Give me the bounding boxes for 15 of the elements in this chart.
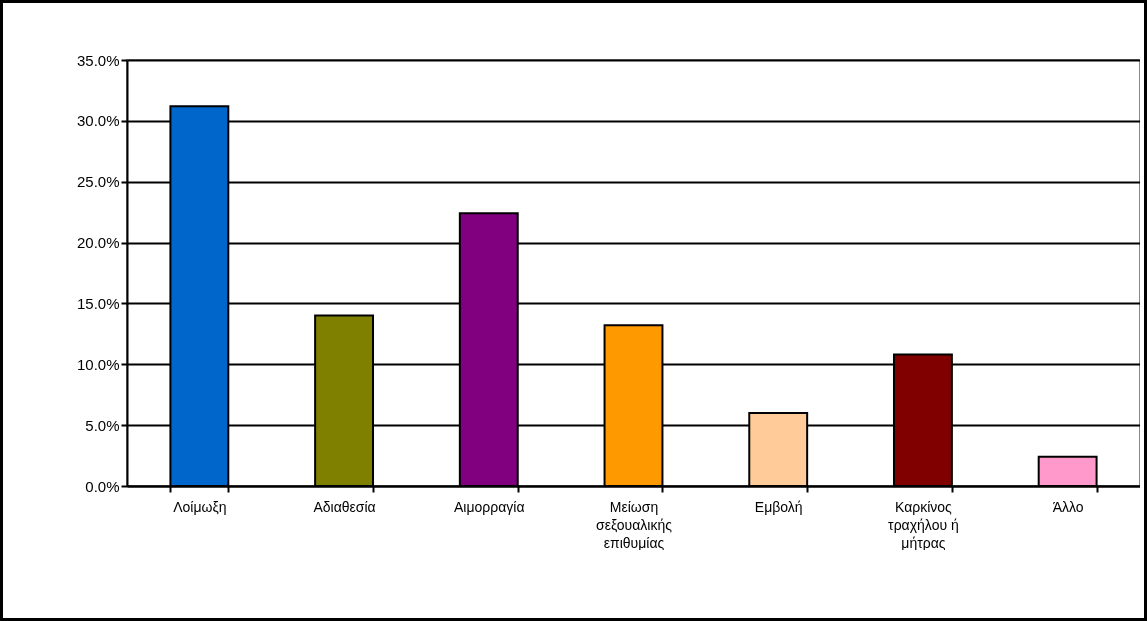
x-tick-label: Εμβολή [754,498,803,515]
x-tick-label: Καρκίνος τραχήλου ή μήτρας [888,498,959,551]
x-tick-label: Μείωση σεξουαλικής επιθυμίας [596,498,673,551]
y-tick-label: 5.0% [85,416,120,434]
y-tick-label: 10.0% [76,355,120,373]
x-tick-label: Αιμορραγία [454,498,525,515]
y-tick-label: 0.0% [85,477,120,495]
y-tick-label: 15.0% [76,294,120,312]
x-tick-label: Αδιαθεσία [313,498,376,515]
y-tick-label: 20.0% [76,234,120,252]
y-tick-label: 30.0% [76,112,120,130]
y-tick-label: 35.0% [76,51,120,69]
x-tick-label: Λοίμωξη [173,498,227,515]
y-tick-label: 25.0% [76,173,120,191]
x-tick-label: Άλλο [1052,498,1084,515]
